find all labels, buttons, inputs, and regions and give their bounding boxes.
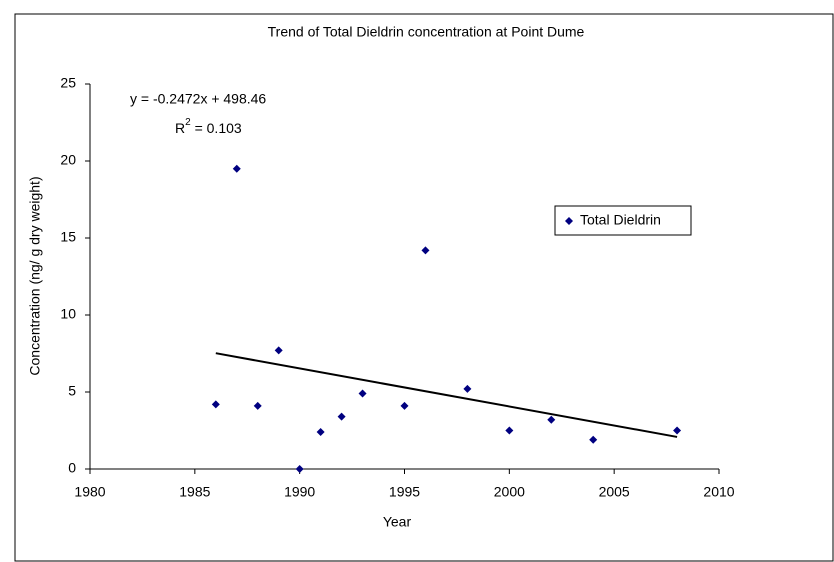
y-tick-label: 25: [60, 75, 76, 91]
y-axis-label: Concentration (ng/ g dry weight): [27, 176, 43, 375]
y-tick-label: 15: [60, 229, 76, 245]
x-axis-label: Year: [383, 514, 412, 530]
chart-frame: [14, 13, 834, 562]
x-tick-label: 1980: [74, 484, 105, 500]
data-point: [589, 435, 598, 444]
data-point: [211, 400, 220, 409]
x-tick-label: 2005: [599, 484, 630, 500]
data-point: [547, 415, 556, 424]
y-tick-label: 5: [68, 383, 76, 399]
chart-title: Trend of Total Dieldrin concentration at…: [268, 24, 585, 40]
r-sup: 2: [185, 117, 191, 128]
x-tick-label: 1990: [284, 484, 315, 500]
data-point: [358, 389, 367, 398]
legend-label: Total Dieldrin: [580, 212, 661, 228]
r-base: R: [175, 120, 185, 136]
legend-box: [554, 205, 692, 236]
data-point: [274, 346, 283, 355]
x-tick-label: 1995: [389, 484, 420, 500]
r-squared: R2 = 0.103: [175, 117, 242, 136]
trendline: [215, 352, 678, 438]
data-point: [253, 401, 262, 410]
data-point: [505, 426, 514, 435]
data-point: [463, 384, 472, 393]
data-point: [232, 164, 241, 173]
x-tick-label: 2010: [703, 484, 734, 500]
legend-marker: [565, 217, 573, 225]
data-point: [673, 426, 682, 435]
y-tick-label: 0: [68, 460, 76, 476]
data-point: [400, 401, 409, 410]
data-point: [295, 465, 304, 473]
x-tick-label: 2000: [494, 484, 525, 500]
data-point: [421, 246, 430, 255]
y-tick-label: 10: [60, 306, 76, 322]
y-tick-label: 20: [60, 152, 76, 168]
r-rest: = 0.103: [191, 120, 242, 136]
data-point: [337, 412, 346, 421]
x-tick-label: 1985: [179, 484, 210, 500]
data-point: [316, 428, 325, 437]
trend-equation: y = -0.2472x + 498.46: [130, 91, 266, 107]
